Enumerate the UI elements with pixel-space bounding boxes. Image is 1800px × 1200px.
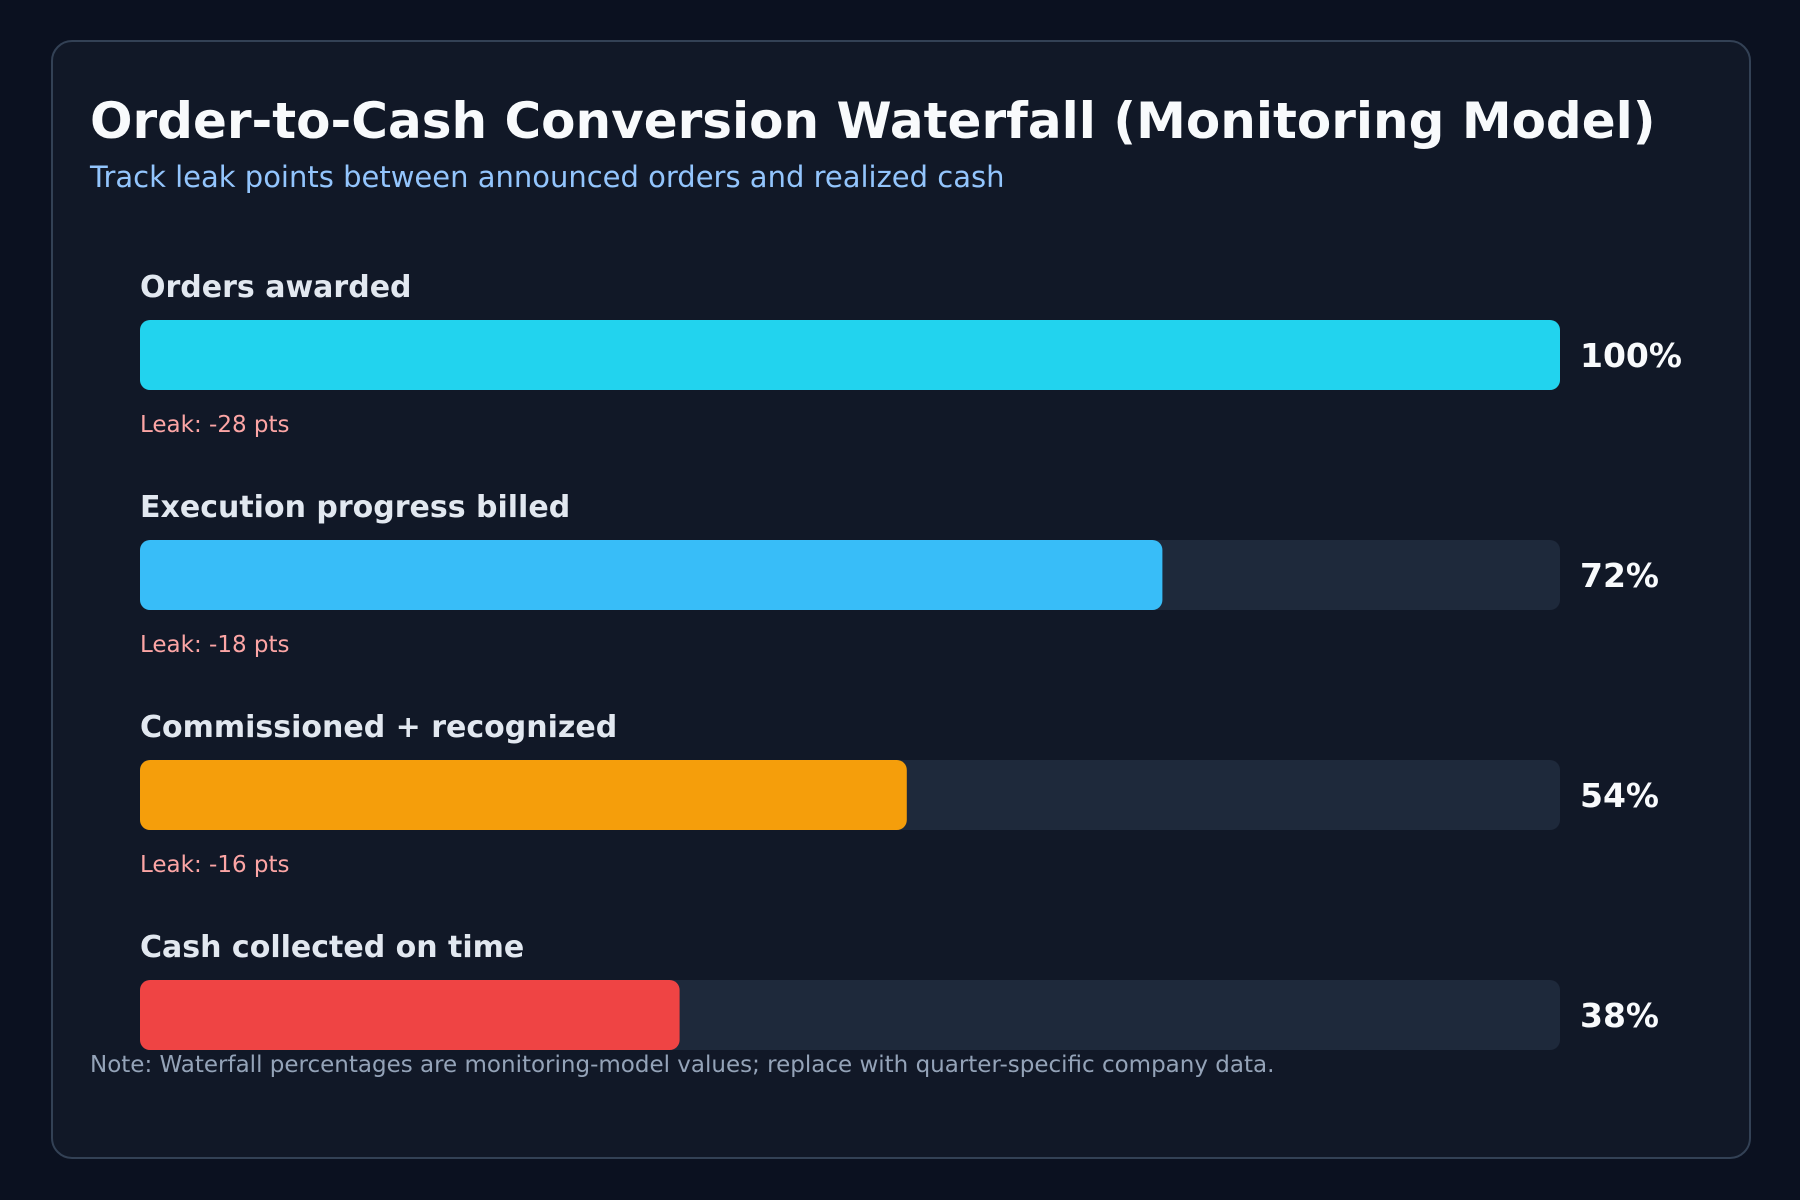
category-label: Commissioned + recognized [140,710,617,745]
chart-title: Order-to-Cash Conversion Waterfall (Moni… [90,92,1656,150]
chart-subtitle: Track leak points between announced orde… [89,160,1004,194]
bar [140,320,1560,390]
leak-label: Leak: -16 pts [140,852,290,878]
value-label: 100% [1580,336,1682,375]
category-label: Cash collected on time [140,930,524,965]
leak-label: Leak: -18 pts [140,632,290,658]
bar [140,760,907,830]
bar [140,980,680,1050]
value-label: 54% [1580,776,1659,815]
value-label: 72% [1580,556,1659,595]
leak-label: Leak: -28 pts [140,412,290,438]
note: Note: Waterfall percentages are monitori… [90,1052,1274,1078]
value-label: 38% [1580,996,1659,1035]
category-label: Orders awarded [140,270,412,305]
category-label: Execution progress billed [140,490,570,525]
bar [140,540,1163,610]
